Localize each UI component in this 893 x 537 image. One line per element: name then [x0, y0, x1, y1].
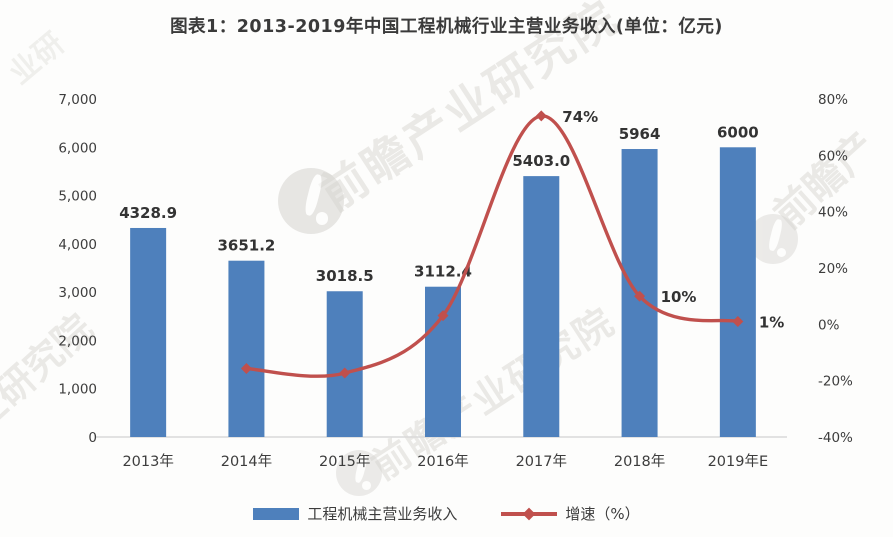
- right-axis-tick: 40%: [818, 205, 848, 221]
- bar-2013年: [130, 227, 167, 437]
- bar-2016年: [425, 286, 461, 437]
- bar-value-label: 3112.4: [414, 263, 472, 281]
- legend-label-growth: 增速（%）: [565, 505, 640, 523]
- bar-value-label: 4328.9: [119, 204, 177, 222]
- left-axis-tick: 6,000: [58, 140, 97, 156]
- chart-title: 图表1：2013-2019年中国工程机械行业主营业务收入(单位：亿元): [170, 17, 723, 37]
- growth-marker-icon: [240, 363, 252, 375]
- left-axis-tick: 3,000: [58, 285, 97, 301]
- bar-value-label: 5403.0: [512, 152, 570, 170]
- x-axis-label: 2017年: [516, 453, 567, 470]
- left-axis-tick: 7,000: [58, 92, 97, 108]
- left-axis-tick: 0: [88, 430, 97, 446]
- right-axis-tick: -20%: [818, 374, 853, 390]
- right-axis-tick: 80%: [818, 92, 848, 108]
- growth-marker-icon: [437, 310, 449, 322]
- bar-value-label: 3651.2: [217, 237, 275, 255]
- growth-marker-icon: [634, 290, 646, 302]
- legend-label-revenue: 工程机械主营业务收入: [307, 505, 458, 523]
- revenue-growth-chart: 0 1,000 2,000 3,000 4,000 5,000 6,000 7,000 -40%…: [58, 92, 853, 470]
- line-series-swatch-icon: [501, 511, 558, 516]
- right-axis-tick: 0%: [818, 317, 840, 333]
- growth-line: [244, 114, 740, 378]
- left-axis-tick: 5,000: [58, 189, 97, 205]
- bar-2015年: [326, 291, 363, 437]
- growth-marker-icon: [732, 316, 744, 328]
- x-axis-label: 2018年: [614, 453, 665, 470]
- right-axis-tick: 60%: [818, 148, 848, 164]
- x-axis-label: 2013年: [122, 453, 173, 470]
- legend-item-revenue: 工程机械主营业务收入: [253, 503, 457, 524]
- growth-marker-icon: [535, 110, 547, 122]
- legend-item-growth: 增速（%）: [501, 503, 640, 524]
- growth-value-label: 1%: [759, 314, 784, 332]
- right-axis-tick: 20%: [818, 261, 848, 277]
- bar-value-label: 5964: [619, 125, 661, 143]
- bar-series-swatch-icon: [253, 507, 300, 520]
- growth-value-label: 74%: [562, 108, 598, 126]
- bar-2019年E: [719, 147, 756, 438]
- bar-value-label: 6000: [717, 123, 759, 141]
- growth-marker-icon: [339, 367, 351, 379]
- growth-value-label: 10%: [661, 288, 697, 306]
- x-axis-label: 2019年E: [708, 453, 769, 470]
- bar-2014年: [228, 260, 265, 437]
- left-axis-tick: 4,000: [58, 237, 97, 253]
- chart-legend: 工程机械主营业务收入 增速（%）: [0, 503, 893, 524]
- left-axis-tick: 1,000: [58, 382, 97, 398]
- bar-2017年: [523, 176, 560, 437]
- bar-value-label: 3018.5: [316, 267, 374, 285]
- left-axis-tick: 2,000: [58, 333, 97, 349]
- x-axis-label: 2014年: [221, 453, 272, 470]
- x-axis-label: 2015年: [319, 453, 370, 470]
- x-axis-label: 2016年: [417, 453, 468, 470]
- right-axis-tick: -40%: [818, 430, 853, 446]
